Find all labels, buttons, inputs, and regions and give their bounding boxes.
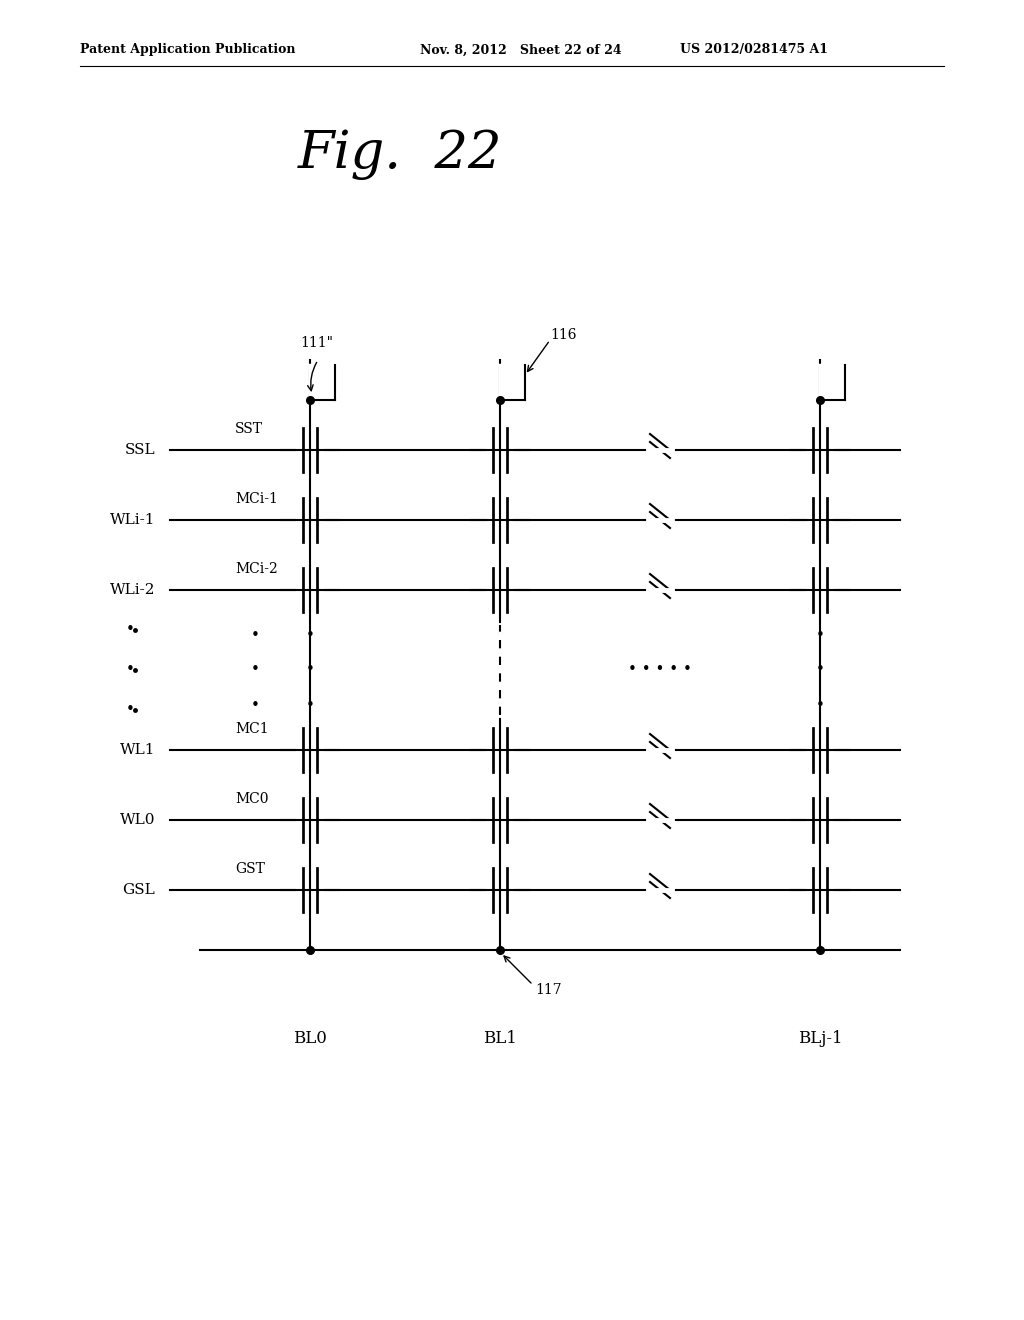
Text: WL0: WL0 [120, 813, 155, 828]
Text: 117: 117 [535, 983, 561, 997]
Text: Fig.  22: Fig. 22 [298, 129, 502, 181]
Text: MC0: MC0 [234, 792, 268, 807]
Text: WLi-2: WLi-2 [110, 583, 155, 597]
Text: •: • [126, 663, 134, 677]
Text: MCi-1: MCi-1 [234, 492, 278, 506]
Text: MC1: MC1 [234, 722, 268, 737]
Text: SST: SST [234, 422, 263, 436]
Text: GSL: GSL [122, 883, 155, 898]
Text: US 2012/0281475 A1: US 2012/0281475 A1 [680, 44, 828, 57]
Text: •: • [126, 702, 134, 718]
Text: •: • [305, 697, 314, 713]
Text: SSL: SSL [124, 444, 155, 457]
Text: •: • [496, 627, 505, 643]
Text: • • • • •: • • • • • [628, 663, 692, 677]
Text: Nov. 8, 2012   Sheet 22 of 24: Nov. 8, 2012 Sheet 22 of 24 [420, 44, 622, 57]
Text: •: • [496, 663, 505, 677]
Text: •: • [815, 663, 824, 677]
Text: •: • [251, 697, 259, 713]
Text: BL0: BL0 [293, 1030, 327, 1047]
Text: •: • [496, 697, 505, 713]
Text: BLj-1: BLj-1 [798, 1030, 843, 1047]
Text: 116: 116 [550, 327, 577, 342]
Text: •: • [305, 663, 314, 677]
Text: •: • [815, 697, 824, 713]
Text: •: • [305, 627, 314, 643]
Text: BL1: BL1 [483, 1030, 517, 1047]
Text: •: • [251, 627, 259, 643]
Text: WLi-1: WLi-1 [110, 513, 155, 527]
Text: Patent Application Publication: Patent Application Publication [80, 44, 296, 57]
Text: MCi-2: MCi-2 [234, 562, 278, 576]
Text: GST: GST [234, 862, 265, 876]
Text: •: • [251, 663, 259, 677]
Text: •: • [126, 623, 134, 638]
Text: •: • [815, 627, 824, 643]
Text: 111": 111" [300, 337, 333, 350]
Text: WL1: WL1 [120, 743, 155, 756]
